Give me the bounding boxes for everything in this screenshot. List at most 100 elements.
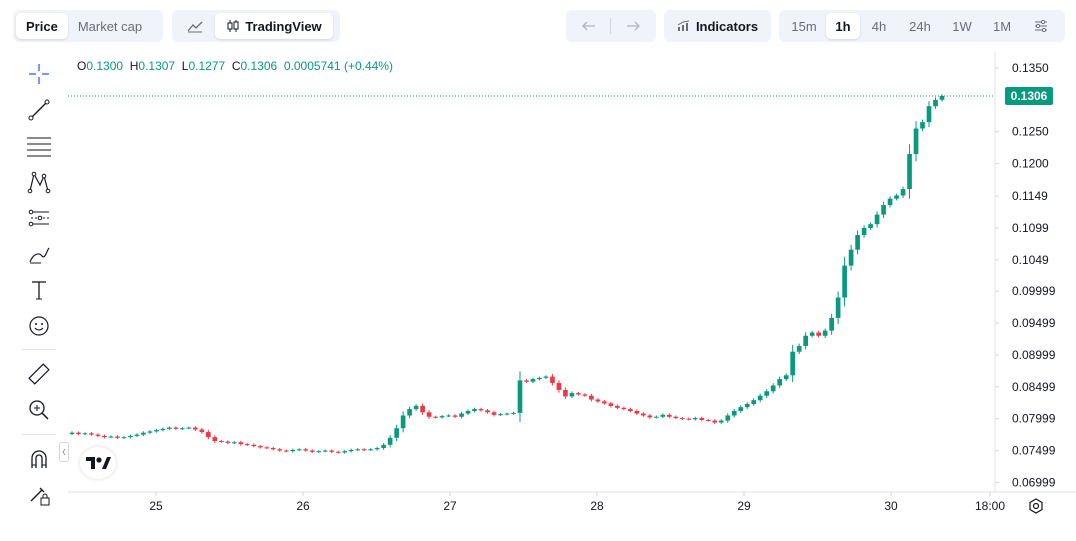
candle [725,413,731,423]
brush-icon [29,247,50,264]
axis-settings-button[interactable] [1027,497,1045,515]
candle [95,433,101,438]
candle-body [621,407,627,410]
candle [212,435,218,443]
projection-icon [28,209,49,227]
candle-body [452,415,458,417]
candle-body [783,375,789,380]
candle [615,404,620,410]
candle [128,434,133,439]
candle-body [238,442,244,445]
candle [121,436,127,439]
crosshair-tool[interactable] [24,59,54,89]
candle-body [796,345,802,352]
candle [764,389,770,398]
fib-tool[interactable] [24,131,54,161]
candle-body [563,389,568,397]
candle [848,244,854,271]
chevron-left-icon [62,448,66,456]
timeframe-24h[interactable]: 24h [909,18,931,34]
candle-body [848,249,854,266]
candle [621,406,627,411]
open-label: O [77,59,87,73]
candle [335,450,341,454]
magnet-tool[interactable] [24,444,54,474]
candle-body [134,434,140,436]
gear-icon [1029,498,1043,514]
candle-body [244,444,250,446]
candle-body [628,409,633,412]
x-tick-label: 18:00 [975,499,1005,513]
candle-body [89,433,94,435]
brush-tool[interactable] [24,239,54,269]
sidebar-collapse-handle[interactable] [59,442,69,462]
candle [842,256,847,307]
candle [595,398,601,403]
chart-settings-button[interactable] [1022,13,1060,39]
candle [167,426,172,431]
pattern-tool[interactable] [24,167,54,197]
candle [504,412,510,416]
candle-body [764,391,770,396]
candle-body [822,330,828,336]
y-tick-label: 0.08999 [1012,348,1056,362]
y-tick-label: 0.1049 [1012,253,1049,267]
candle-body [679,418,685,420]
candle [173,426,179,431]
candle-body [511,412,516,414]
candle-body [517,380,523,413]
tradingview-button[interactable]: TradingView [215,13,333,39]
arrow-right-icon [626,21,640,31]
candle [803,332,808,350]
indicators-button[interactable]: Indicators [664,10,771,42]
candle [835,291,841,324]
candle-body [829,317,834,331]
candle [472,407,477,413]
timeframe-15m[interactable]: 15m [791,18,817,34]
timeframe-4h[interactable]: 4h [871,18,887,34]
market-cap-tab[interactable]: Market cap [77,18,143,34]
history-nav [566,10,656,42]
timeframe-1m[interactable]: 1M [992,18,1012,34]
candle-body [154,430,159,432]
candle-body [180,428,185,430]
candle [907,144,912,199]
candle [251,443,257,448]
candle [744,402,750,409]
candle-body [478,409,484,411]
candle [322,449,328,453]
lock-draw-tool[interactable] [24,480,54,510]
candle-body [394,428,399,438]
candle-body [666,414,672,417]
candle [413,404,419,411]
timeframe-1h[interactable]: 1h [826,13,860,39]
y-tick-label: 0.1099 [1012,221,1049,235]
zoom-tool[interactable] [24,395,54,425]
candle [283,449,289,453]
candle-body [95,434,101,436]
ruler-tool[interactable] [24,359,54,389]
text-icon [32,281,46,300]
candle [394,424,399,442]
tradingview-logo[interactable] [80,447,116,479]
projection-tool[interactable] [24,203,54,233]
candle-body [530,379,536,382]
timeframe-1w[interactable]: 1W [952,18,972,34]
line-chart-button[interactable] [175,13,215,39]
candle [257,444,263,449]
candle [316,450,322,453]
text-tool[interactable] [24,275,54,305]
candle-body [751,400,757,404]
candle [894,193,899,201]
candle-body [400,415,406,429]
emoji-tool[interactable] [24,311,54,341]
undo-button[interactable] [570,13,608,39]
candle [452,414,458,419]
price-tab[interactable]: Price [16,13,68,39]
trendline-tool[interactable] [24,95,54,125]
candle-body [361,449,367,451]
redo-button[interactable] [614,13,652,39]
candle [887,196,893,208]
candle [459,411,464,419]
